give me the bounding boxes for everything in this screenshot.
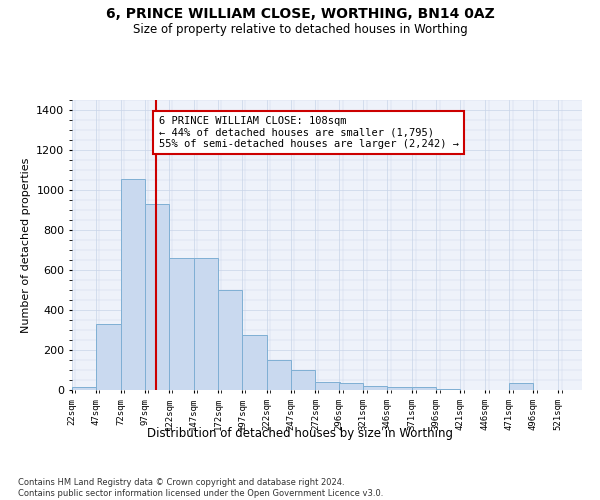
Bar <box>145 204 169 390</box>
Text: Size of property relative to detached houses in Worthing: Size of property relative to detached ho… <box>133 22 467 36</box>
Bar <box>436 389 460 390</box>
Bar <box>388 387 412 390</box>
Bar <box>218 290 242 390</box>
Y-axis label: Number of detached properties: Number of detached properties <box>20 158 31 332</box>
Bar <box>291 370 316 390</box>
Bar <box>97 324 121 390</box>
Text: Distribution of detached houses by size in Worthing: Distribution of detached houses by size … <box>147 428 453 440</box>
Bar <box>509 383 533 390</box>
Bar <box>121 179 145 390</box>
Bar <box>363 386 388 390</box>
Bar <box>169 258 194 390</box>
Bar <box>72 387 97 390</box>
Text: 6, PRINCE WILLIAM CLOSE, WORTHING, BN14 0AZ: 6, PRINCE WILLIAM CLOSE, WORTHING, BN14 … <box>106 8 494 22</box>
Bar <box>316 382 340 390</box>
Text: Contains HM Land Registry data © Crown copyright and database right 2024.
Contai: Contains HM Land Registry data © Crown c… <box>18 478 383 498</box>
Text: 6 PRINCE WILLIAM CLOSE: 108sqm
← 44% of detached houses are smaller (1,795)
55% : 6 PRINCE WILLIAM CLOSE: 108sqm ← 44% of … <box>158 116 458 149</box>
Bar <box>242 335 266 390</box>
Bar <box>194 258 218 390</box>
Bar <box>412 387 436 390</box>
Bar <box>338 383 363 390</box>
Bar <box>266 360 291 390</box>
